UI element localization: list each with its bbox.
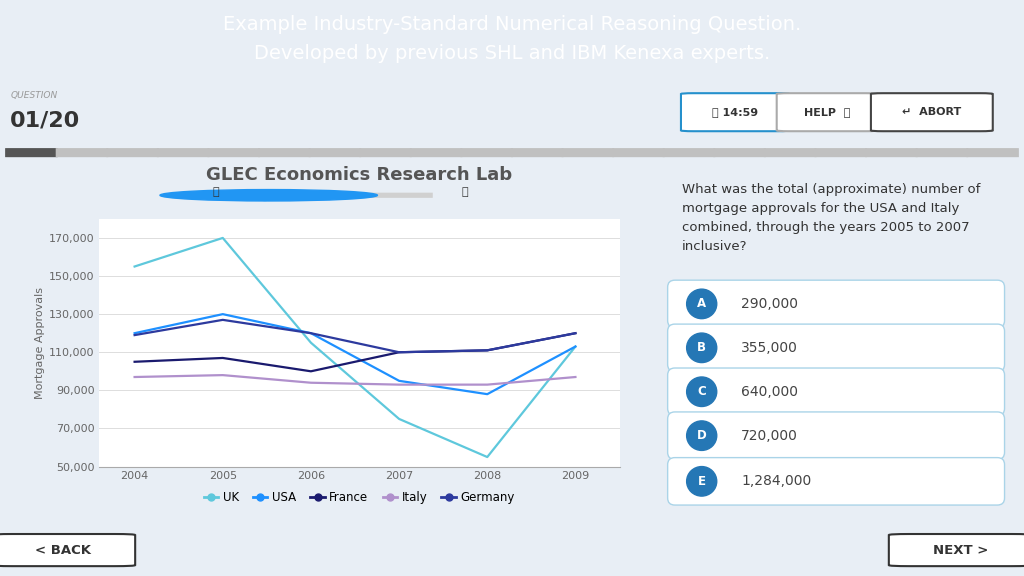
FancyBboxPatch shape bbox=[0, 534, 135, 566]
Text: 🔍: 🔍 bbox=[462, 187, 469, 198]
Circle shape bbox=[687, 289, 717, 319]
FancyBboxPatch shape bbox=[208, 148, 260, 157]
FancyBboxPatch shape bbox=[668, 412, 1005, 460]
Text: 640,000: 640,000 bbox=[741, 385, 798, 399]
FancyBboxPatch shape bbox=[5, 148, 57, 157]
FancyBboxPatch shape bbox=[668, 324, 1005, 372]
FancyBboxPatch shape bbox=[255, 192, 433, 198]
Text: 355,000: 355,000 bbox=[741, 341, 798, 355]
Text: QUESTION: QUESTION bbox=[10, 91, 57, 100]
Text: 290,000: 290,000 bbox=[741, 297, 798, 311]
FancyBboxPatch shape bbox=[511, 148, 563, 157]
Text: C: C bbox=[697, 385, 707, 398]
FancyBboxPatch shape bbox=[777, 93, 879, 131]
FancyBboxPatch shape bbox=[668, 368, 1005, 415]
Circle shape bbox=[687, 333, 717, 362]
FancyBboxPatch shape bbox=[870, 93, 993, 131]
Text: B: B bbox=[697, 342, 707, 354]
FancyBboxPatch shape bbox=[612, 148, 665, 157]
Circle shape bbox=[687, 421, 717, 450]
Y-axis label: Mortgage Approvals: Mortgage Approvals bbox=[35, 287, 45, 399]
Text: 1,284,000: 1,284,000 bbox=[741, 474, 811, 488]
Text: 01/20: 01/20 bbox=[10, 111, 81, 131]
FancyBboxPatch shape bbox=[308, 148, 361, 157]
FancyBboxPatch shape bbox=[714, 148, 766, 157]
Title: GLEC Economics Research Lab: GLEC Economics Research Lab bbox=[207, 166, 512, 184]
FancyBboxPatch shape bbox=[681, 93, 790, 131]
Text: A: A bbox=[697, 297, 707, 310]
Text: 🔍: 🔍 bbox=[213, 187, 219, 198]
FancyBboxPatch shape bbox=[55, 148, 109, 157]
Circle shape bbox=[687, 467, 717, 496]
FancyBboxPatch shape bbox=[889, 534, 1024, 566]
FancyBboxPatch shape bbox=[668, 280, 1005, 328]
Circle shape bbox=[160, 190, 378, 201]
FancyBboxPatch shape bbox=[106, 148, 159, 157]
FancyBboxPatch shape bbox=[764, 148, 816, 157]
FancyBboxPatch shape bbox=[461, 148, 513, 157]
Text: 720,000: 720,000 bbox=[741, 429, 798, 442]
FancyBboxPatch shape bbox=[814, 148, 867, 157]
FancyBboxPatch shape bbox=[865, 148, 918, 157]
FancyBboxPatch shape bbox=[663, 148, 716, 157]
Text: Example Industry-Standard Numerical Reasoning Question.
Developed by previous SH: Example Industry-Standard Numerical Reas… bbox=[223, 15, 801, 63]
FancyBboxPatch shape bbox=[561, 148, 614, 157]
Text: NEXT >: NEXT > bbox=[933, 544, 988, 556]
Text: ↵  ABORT: ↵ ABORT bbox=[902, 107, 962, 117]
FancyBboxPatch shape bbox=[359, 148, 412, 157]
Text: D: D bbox=[696, 429, 707, 442]
Circle shape bbox=[687, 377, 717, 407]
FancyBboxPatch shape bbox=[157, 148, 210, 157]
Text: ⧗ 14:59: ⧗ 14:59 bbox=[712, 107, 759, 117]
FancyBboxPatch shape bbox=[967, 148, 1019, 157]
FancyBboxPatch shape bbox=[258, 148, 310, 157]
Text: What was the total (approximate) number of
mortgage approvals for the USA and It: What was the total (approximate) number … bbox=[682, 183, 980, 253]
FancyBboxPatch shape bbox=[410, 148, 463, 157]
FancyBboxPatch shape bbox=[915, 148, 969, 157]
Legend: UK, USA, France, Italy, Germany: UK, USA, France, Italy, Germany bbox=[200, 487, 519, 509]
Text: HELP  ⓘ: HELP ⓘ bbox=[804, 107, 851, 117]
FancyBboxPatch shape bbox=[668, 457, 1005, 505]
Text: E: E bbox=[697, 475, 706, 488]
Text: < BACK: < BACK bbox=[36, 544, 91, 556]
